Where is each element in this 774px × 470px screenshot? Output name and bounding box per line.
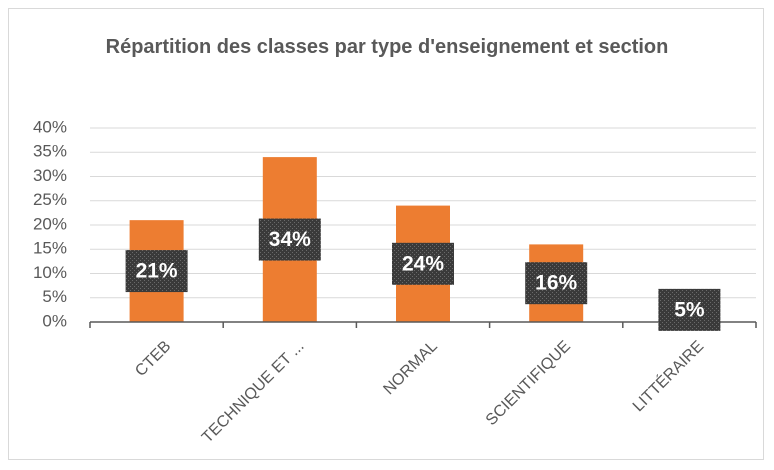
- y-tick-label: 30%: [33, 166, 67, 185]
- x-tick-label: NORMAL: [380, 338, 441, 399]
- y-tick-label: 5%: [42, 287, 67, 306]
- data-label-box: [392, 242, 454, 285]
- x-tick-label: LITTÉRAIRE: [628, 336, 707, 415]
- y-tick-label: 25%: [33, 190, 67, 209]
- data-label-box: [525, 262, 588, 305]
- x-tick-label: TECHNIQUE ET ...: [199, 338, 308, 447]
- data-label: 5%: [674, 298, 705, 321]
- y-tick-label: 35%: [33, 142, 67, 161]
- y-tick-label: 10%: [33, 263, 67, 282]
- data-label: 24%: [402, 252, 444, 275]
- data-label: 21%: [136, 260, 178, 283]
- y-tick-label: 15%: [33, 239, 67, 258]
- data-label: 16%: [535, 272, 577, 295]
- data-label-box: [658, 288, 721, 331]
- x-tick-label: CTEB: [132, 338, 174, 380]
- data-label-box: [258, 218, 321, 261]
- x-tick-label: SCIENTIFIQUE: [483, 338, 574, 429]
- data-label: 34%: [269, 228, 311, 251]
- chart-title: Répartition des classes par type d'ensei…: [105, 36, 669, 58]
- chart-frame: [8, 8, 764, 460]
- y-tick-label: 20%: [33, 214, 67, 233]
- y-tick-label: 40%: [33, 117, 67, 136]
- data-label-box: [125, 250, 188, 293]
- y-tick-label: 0%: [42, 311, 67, 330]
